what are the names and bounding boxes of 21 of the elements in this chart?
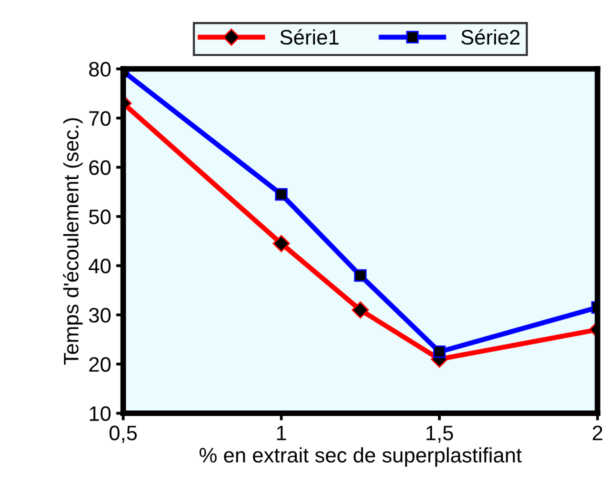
point — [352, 301, 369, 319]
y-tick-label: 80 — [89, 62, 111, 77]
point — [354, 269, 367, 282]
y-tick-label: 40 — [88, 258, 111, 274]
point — [433, 346, 446, 358]
legend-label: Série2 — [461, 29, 520, 45]
y-tick-label: 70 — [89, 111, 111, 126]
y-tick-label: 60 — [89, 160, 111, 176]
y-axis-title: Temps d'écoulement (sec.) — [63, 118, 83, 365]
y-tick-label: 20 — [89, 357, 111, 372]
x-tick-label: 1,5 — [426, 426, 454, 443]
point — [272, 234, 290, 252]
x-tick-label: 2 — [592, 426, 602, 440]
legend-label: Série1 — [280, 29, 339, 45]
point — [275, 188, 288, 201]
x-tick-label: 0,5 — [110, 426, 137, 443]
y-tick-label: 30 — [89, 308, 111, 323]
y-tick-label: 50 — [89, 209, 111, 224]
x-tick-label: 1 — [277, 426, 286, 440]
y-tick-label: 10 — [90, 406, 111, 422]
x-axis-title: % en extrait sec de superplastifiant — [200, 447, 522, 467]
